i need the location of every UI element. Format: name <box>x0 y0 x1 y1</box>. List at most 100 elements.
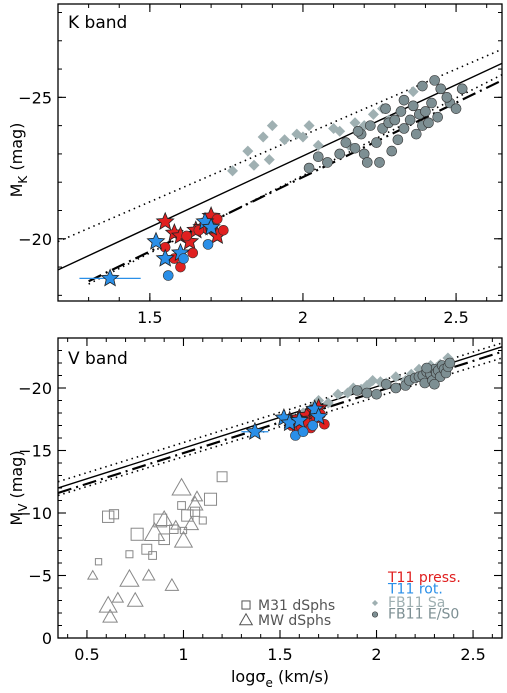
data-point <box>421 362 433 374</box>
data-point <box>429 378 440 390</box>
data-point <box>146 231 166 250</box>
data-point <box>334 148 346 160</box>
data-point <box>386 145 398 157</box>
data-point <box>162 270 174 281</box>
data-point <box>365 120 376 131</box>
data-point <box>141 543 153 555</box>
data-point <box>426 97 437 109</box>
data-point <box>407 86 419 98</box>
x-tick-label: 1.5 <box>137 308 162 327</box>
data-point <box>216 471 228 483</box>
x-tick-label: 2.5 <box>443 308 468 327</box>
series-fb11-e-s0 <box>303 75 468 174</box>
x-tick-label: 2 <box>371 645 381 664</box>
y-tick-label: −15 <box>18 442 52 461</box>
data-point <box>181 230 192 242</box>
data-point <box>102 510 115 523</box>
legend-label: FB11 E/S0 <box>388 607 459 623</box>
data-point <box>263 154 275 166</box>
data-point <box>371 388 382 400</box>
relation-line-dotted <box>58 357 502 497</box>
data-point <box>173 530 194 548</box>
data-point <box>297 426 309 438</box>
k-band-panel: K band 1.5 2 2.5 −20 −25 MK (mag) <box>7 3 503 327</box>
y-tick-label: −5 <box>28 567 52 586</box>
series-t11-rot-circles- <box>290 420 319 441</box>
legend-label: T11 press. <box>387 570 461 586</box>
data-point <box>417 80 428 92</box>
series-t11-rot- <box>245 399 329 440</box>
data-point <box>178 253 189 264</box>
data-point <box>380 378 392 390</box>
x-tick-label: 1.5 <box>267 645 292 664</box>
y-tick-label: −20 <box>18 230 52 249</box>
data-point <box>441 92 453 103</box>
data-point <box>410 128 422 140</box>
data-point <box>158 533 170 546</box>
data-point <box>94 558 103 566</box>
data-point <box>186 495 204 511</box>
data-point <box>450 103 462 114</box>
data-point <box>398 94 410 106</box>
data-point <box>179 526 188 535</box>
data-point <box>351 385 363 396</box>
v-band-panel: V band 0.5 1 1.5 2 2.50−5−10−15−20 MV (mag) … <box>7 337 503 690</box>
legend-label: MW dSphs <box>258 613 331 629</box>
data-point <box>303 120 315 132</box>
relation-line-dotted <box>88 74 502 285</box>
data-point <box>183 516 200 531</box>
data-point <box>420 106 431 117</box>
v-band-label: V band <box>68 349 128 369</box>
series-t11-rot- <box>100 211 221 287</box>
relation-line-solid <box>58 62 502 271</box>
y-tick-label: 0 <box>42 629 52 648</box>
relation-line-dotted <box>58 342 502 483</box>
data-point <box>141 568 156 581</box>
data-point <box>303 162 315 174</box>
data-point <box>153 513 168 528</box>
data-point <box>248 159 260 171</box>
data-point <box>111 591 125 603</box>
y-tick-label: −20 <box>18 379 52 398</box>
data-point <box>119 568 140 587</box>
data-point <box>189 506 201 517</box>
y-tick-label: −10 <box>18 504 52 523</box>
data-point <box>130 527 144 541</box>
data-point <box>257 131 269 143</box>
data-point <box>108 509 120 520</box>
data-point <box>279 134 291 146</box>
data-point <box>102 608 119 623</box>
data-point <box>407 100 419 112</box>
data-point <box>361 157 373 168</box>
data-point <box>312 139 324 151</box>
data-point <box>126 591 144 607</box>
legend-label: M31 dSphs <box>258 598 335 614</box>
x-tick-label: 2 <box>298 308 308 327</box>
relation-line-dashdot <box>88 79 502 283</box>
data-point <box>423 117 434 129</box>
data-point <box>148 551 157 560</box>
data-point <box>361 387 373 399</box>
data-point <box>266 120 278 132</box>
data-point <box>352 125 364 137</box>
data-point <box>322 157 333 168</box>
legend-marker <box>238 612 254 626</box>
data-point <box>389 114 401 126</box>
legend-marker <box>371 611 379 618</box>
data-point <box>456 83 468 95</box>
legend-marker <box>241 600 251 610</box>
data-point <box>245 421 265 440</box>
data-point <box>307 420 319 431</box>
data-point <box>349 117 361 129</box>
legend-marker <box>371 599 379 607</box>
data-point <box>227 165 239 177</box>
series-m31-dsphs <box>94 471 228 566</box>
data-point <box>367 375 379 386</box>
k-band-frame <box>57 3 503 302</box>
data-point <box>432 111 443 123</box>
data-point <box>390 382 402 394</box>
data-point <box>367 108 379 120</box>
data-point <box>429 75 440 86</box>
data-point <box>395 106 407 117</box>
